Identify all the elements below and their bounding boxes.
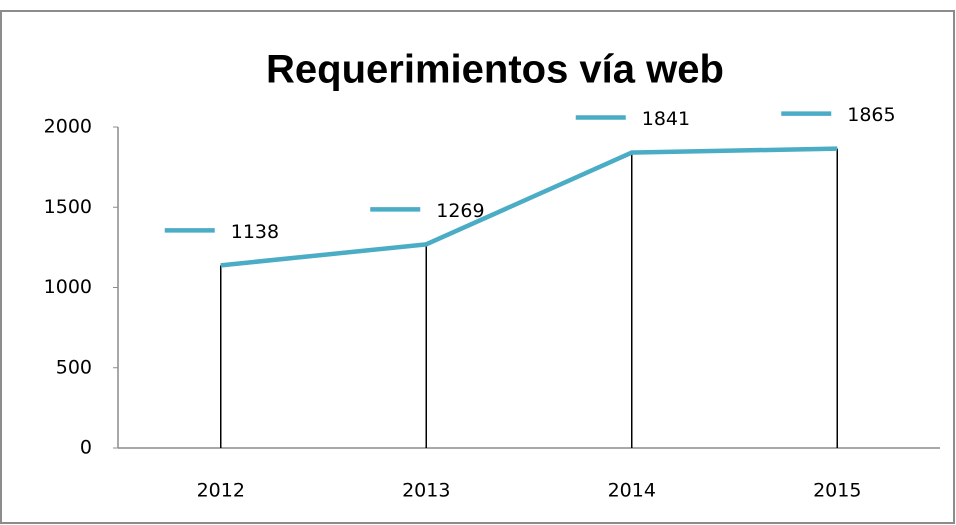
x-tick-label: 2013 — [402, 480, 450, 502]
chart-title: Requerimientos vía web — [266, 48, 724, 92]
data-label: 1138 — [231, 221, 279, 243]
chart-border — [0, 10, 955, 524]
y-tick-label: 2000 — [44, 116, 92, 138]
data-label: 1841 — [642, 108, 690, 130]
x-tick-label: 2014 — [608, 480, 656, 502]
y-tick-label: 1000 — [44, 276, 92, 298]
y-tick-label: 0 — [80, 437, 92, 459]
data-label: 1269 — [436, 200, 484, 222]
x-tick-label: 2015 — [813, 480, 861, 502]
data-line — [220, 146, 838, 268]
x-tick-label: 2012 — [197, 480, 245, 502]
data-label: 1865 — [847, 104, 895, 126]
y-tick-label: 1500 — [44, 196, 92, 218]
y-tick-label: 500 — [56, 356, 92, 378]
